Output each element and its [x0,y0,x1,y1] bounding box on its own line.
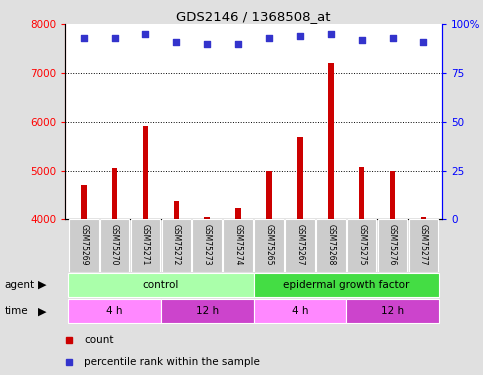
Bar [161,219,191,272]
Text: count: count [84,335,114,345]
Text: GSM75275: GSM75275 [357,224,366,265]
Point [172,39,180,45]
Text: GSM75268: GSM75268 [327,224,335,265]
Text: 12 h: 12 h [196,306,219,316]
Point [234,41,242,47]
Text: GSM75277: GSM75277 [419,224,428,265]
Point [142,31,149,37]
Text: ▶: ▶ [38,280,46,290]
Text: agent: agent [5,280,35,290]
Point [389,35,397,41]
Bar [266,171,272,219]
Text: GSM75272: GSM75272 [172,224,181,265]
Bar [223,219,253,272]
Text: 4 h: 4 h [106,306,123,316]
Point [296,33,304,39]
Point [327,31,335,37]
Bar [409,219,438,272]
Bar [142,126,148,219]
Bar [390,171,395,219]
Title: GDS2146 / 1368508_at: GDS2146 / 1368508_at [176,10,331,23]
Text: ▶: ▶ [38,306,46,316]
Bar [328,63,334,219]
Bar [112,168,117,219]
Text: GSM75267: GSM75267 [296,224,304,265]
Bar [131,219,160,272]
Text: GSM75269: GSM75269 [79,224,88,265]
Text: GSM75276: GSM75276 [388,224,397,265]
Point [265,35,273,41]
Bar [254,273,439,297]
Bar [100,219,129,272]
Text: GSM75274: GSM75274 [234,224,242,265]
Point [111,35,118,41]
Bar [254,219,284,272]
Text: epidermal growth factor: epidermal growth factor [283,280,410,290]
Bar [161,299,254,323]
Bar [81,185,86,219]
Text: GSM75273: GSM75273 [203,224,212,265]
Text: 4 h: 4 h [292,306,308,316]
Bar [235,208,241,219]
Text: control: control [143,280,179,290]
Bar [378,219,407,272]
Point [358,37,366,43]
Text: GSM75271: GSM75271 [141,224,150,265]
Bar [68,299,161,323]
Bar [204,217,210,219]
Bar [173,201,179,219]
Bar [68,273,254,297]
Text: 12 h: 12 h [381,306,404,316]
Bar [69,219,99,272]
Bar [285,219,315,272]
Point [203,41,211,47]
Text: GSM75270: GSM75270 [110,224,119,265]
Bar [316,219,346,272]
Bar [347,219,376,272]
Bar [359,167,365,219]
Bar [192,219,222,272]
Bar [346,299,439,323]
Text: time: time [5,306,28,316]
Text: percentile rank within the sample: percentile rank within the sample [84,357,260,367]
Bar [254,299,346,323]
Bar [421,217,426,219]
Bar [297,136,303,219]
Text: GSM75265: GSM75265 [265,224,273,265]
Point [80,35,87,41]
Point [420,39,427,45]
